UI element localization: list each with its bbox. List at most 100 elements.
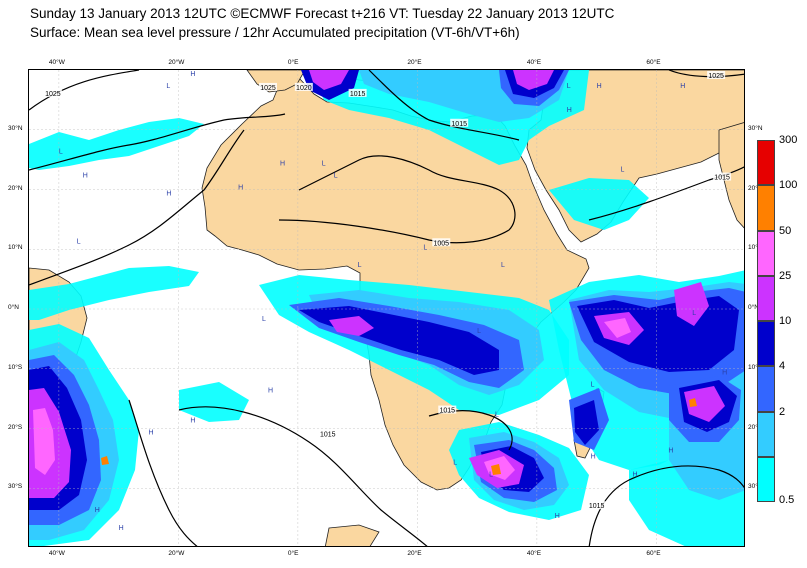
legend-label: 2 [779, 405, 786, 418]
precip-band-37 [309, 70, 349, 90]
lat-tick-label: 20°S [8, 423, 23, 431]
isobar-1015-sw-ocean [128, 399, 198, 546]
high-pressure-marker: H [722, 370, 727, 377]
legend-label: 100 [779, 179, 798, 192]
low-pressure-marker: L [621, 167, 625, 174]
high-pressure-marker: H [567, 107, 572, 114]
lat-tick-label: 30°N [8, 124, 23, 132]
low-pressure-marker: L [334, 173, 338, 180]
chart-subtitle: Surface: Mean sea level pressure / 12hr … [30, 25, 520, 40]
precip-band-38 [329, 316, 374, 336]
lat-tick-label: 30°S [748, 483, 763, 491]
legend-label: 300 [779, 134, 798, 146]
high-pressure-marker: H [555, 513, 560, 520]
high-pressure-marker: H [632, 471, 637, 478]
isobar-label-bg [432, 238, 451, 247]
forecast-map: 1025 1025 1020 1015 1015 1025 1015 1005 1015 1015… [28, 69, 745, 547]
isobar-label-text: 1020 [296, 85, 312, 92]
high-pressure-marker: H [268, 388, 273, 395]
high-pressure-marker: H [166, 190, 171, 197]
lat-tick-label: 10°S [748, 363, 763, 371]
isobar-label-text: 1025 [45, 91, 61, 98]
lon-tick-label: 40°W [48, 59, 65, 66]
isobar-1020-atlantic [29, 113, 286, 171]
graticule [29, 70, 744, 546]
isobar-label: 1015 [318, 429, 337, 438]
isobar-label-bg [294, 82, 313, 91]
isobar-1020-south [178, 406, 428, 546]
high-pressure-marker: H [280, 161, 285, 168]
low-pressure-marker: L [423, 244, 427, 251]
isobar-label-text: 1005 [433, 240, 449, 247]
high-pressure-marker: H [83, 173, 88, 180]
precip-band-41 [604, 318, 631, 338]
isobar-label-text: 1015 [350, 91, 366, 98]
isobar-label: 1015 [438, 405, 457, 415]
isobar-label: 1015 [587, 501, 606, 510]
precip-band-35 [684, 386, 725, 422]
isobar-label: 1020 [294, 82, 313, 92]
low-pressure-marker: L [77, 238, 81, 245]
low-pressure-marker: L [591, 382, 595, 389]
isobar-label-bg [587, 501, 606, 510]
precip-band-0 [29, 118, 204, 170]
low-pressure-marker: L [358, 262, 362, 269]
isobar-label-bg [318, 429, 337, 438]
lon-tick-label: 20°E [407, 59, 422, 66]
isobar-1015-north [368, 70, 520, 141]
legend-swatch [757, 456, 775, 502]
lon-tick-label: 40°E [526, 59, 542, 66]
lat-tick-label: 10°N [8, 244, 23, 252]
isobar-labels: 1025 1025 1020 1015 1015 1025 1015 1005 1015 1015… [43, 70, 732, 510]
legend-swatch [757, 185, 775, 231]
lon-tick-label: 60°E [646, 59, 661, 66]
land-bottom-strip [324, 524, 380, 546]
legend-swatch [757, 275, 775, 321]
lon-tick-label: 0°E [287, 59, 299, 66]
lon-tick-label: 20°W [168, 59, 185, 66]
isobar-label: 1015 [450, 118, 469, 128]
isobar-label-text: 1015 [451, 121, 467, 128]
precip-band-34 [674, 282, 709, 326]
precip-band-8 [549, 178, 649, 230]
isobar-label: 1025 [707, 70, 726, 80]
isobar-label-bg [450, 118, 469, 127]
low-pressure-marker: L [692, 310, 696, 317]
isobar-label-text: 1015 [589, 503, 605, 510]
low-pressure-marker: L [501, 262, 505, 269]
isobar-label: 1015 [348, 88, 367, 98]
isobar-label-text: 1015 [714, 175, 730, 182]
isobar-1015-mideast [588, 166, 744, 221]
precip-band-39 [33, 408, 55, 475]
low-pressure-marker: L [567, 83, 571, 90]
legend-label: 25 [779, 269, 792, 282]
high-pressure-marker: H [149, 429, 154, 436]
high-pressure-marker: H [591, 453, 596, 460]
chart-title: Sunday 13 January 2013 12UTC ©ECMWF Fore… [30, 6, 615, 21]
isobar-label-bg [438, 405, 457, 414]
isobar-label-text: 1025 [260, 85, 276, 92]
legend-swatch [757, 411, 775, 457]
lat-tick-label: 20°N [748, 184, 763, 192]
low-pressure-marker: L [495, 412, 499, 419]
low-pressure-marker: L [477, 328, 481, 335]
isobar-1025-west [29, 70, 140, 111]
lat-tick-label: 10°S [8, 363, 23, 371]
precip-band-42 [491, 464, 501, 475]
high-pressure-marker: H [597, 83, 602, 90]
low-pressure-marker: L [59, 149, 63, 156]
legend-label: 50 [779, 224, 792, 237]
lat-tick-label: 20°S [748, 423, 763, 431]
lon-tick-label: 20°W [168, 550, 185, 557]
lon-tick-label: 0°E [287, 550, 299, 557]
high-pressure-marker: H [680, 83, 685, 90]
lat-tick-label: 30°N [748, 124, 763, 132]
isobar-label: 1005 [432, 238, 451, 247]
legend-label: 10 [779, 315, 792, 327]
isobars [29, 70, 744, 546]
land-india [718, 122, 744, 229]
precip-legend: 300 100 50 25 10 4 2 0.5 [757, 134, 797, 506]
precip-band-44 [101, 456, 109, 465]
high-pressure-marker: H [190, 418, 195, 425]
isobar-label: 1015 [713, 172, 732, 182]
